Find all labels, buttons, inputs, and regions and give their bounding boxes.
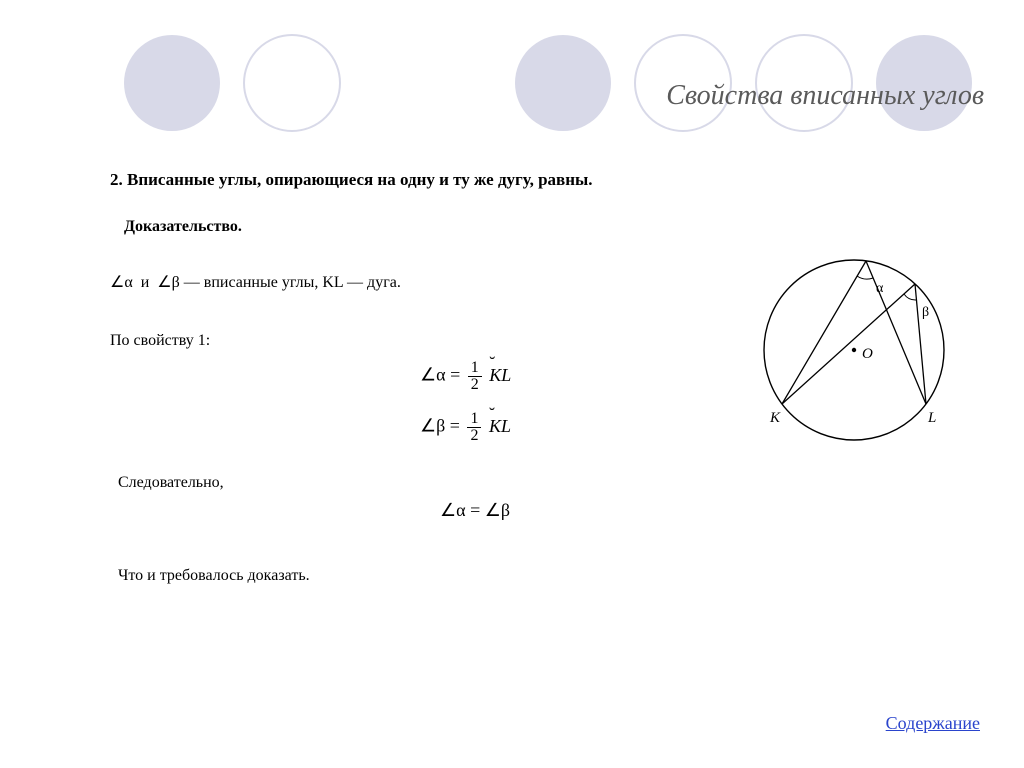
label-K: K: [769, 410, 781, 426]
theorem-statement: 2. Вписанные углы, опирающиеся на одну и…: [110, 170, 930, 190]
contents-link[interactable]: Содержание: [886, 713, 980, 734]
frac-den-1: 2: [468, 377, 482, 393]
consequently: Следовательно,: [118, 474, 930, 492]
formula-beta-left: ∠β =: [420, 416, 460, 436]
frac-num-1: 1: [468, 360, 482, 377]
slide-title: Свойства вписанных углов: [666, 80, 984, 112]
formula-alpha-left: ∠α =: [420, 365, 460, 385]
label-O: O: [862, 346, 873, 362]
frac-num-2: 1: [467, 411, 481, 428]
circle-diagram: O K L α β: [744, 240, 964, 470]
proof-label: Доказательство.: [124, 218, 930, 236]
given-rest: — вписанные углы, KL — дуга.: [184, 274, 401, 291]
frac-den-2: 2: [467, 428, 481, 444]
label-alpha: α: [876, 281, 884, 296]
one-half-2: 1 2: [467, 411, 481, 444]
angle-beta: ∠β: [157, 274, 179, 291]
formula-final: ∠α = ∠β: [440, 500, 930, 521]
one-half-1: 1 2: [468, 360, 482, 393]
label-beta: β: [922, 305, 929, 320]
angle-alpha: ∠α: [110, 274, 133, 291]
and-word: и: [141, 274, 150, 291]
arc-kl-2: KL: [489, 416, 511, 437]
arc-kl-1: KL: [489, 365, 511, 386]
label-L: L: [927, 410, 936, 426]
qed-text: Что и требовалось доказать.: [118, 567, 930, 585]
